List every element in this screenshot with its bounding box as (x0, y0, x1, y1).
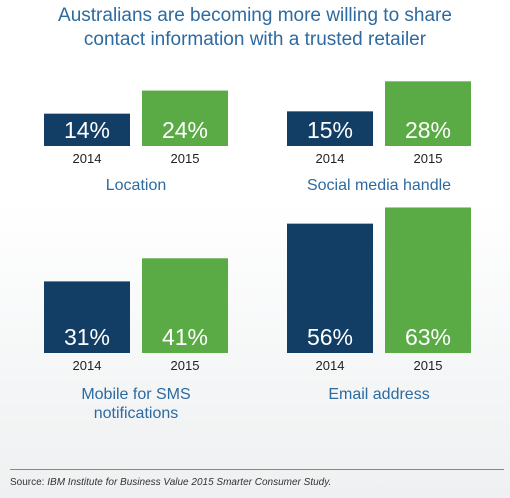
data-label: 31% (64, 324, 110, 350)
bar-2015 (385, 207, 471, 353)
data-label: 41% (162, 324, 208, 350)
year-label: 2014 (73, 358, 102, 373)
year-label: 2014 (316, 358, 345, 373)
data-label: 56% (307, 324, 353, 350)
year-label: 2015 (171, 358, 200, 373)
data-label: 28% (405, 117, 451, 143)
year-label: 2014 (73, 151, 102, 166)
year-label: 2014 (316, 151, 345, 166)
panel-title: Social media handle (307, 177, 451, 194)
chart-title: Australians are becoming more willing to… (0, 4, 510, 52)
chart-panel-4: 56% 2014 63% 2015 Email address (287, 207, 471, 403)
data-label: 15% (307, 117, 353, 143)
data-label: 24% (162, 117, 208, 143)
bar-2014 (287, 223, 373, 353)
year-label: 2015 (414, 151, 443, 166)
bar-2015 (142, 90, 228, 146)
bar-2014 (287, 111, 373, 146)
data-label: 14% (64, 117, 110, 143)
chart-title-line-2: contact information with a trusted retai… (83, 29, 427, 50)
chart-panel-3: 31% 2014 41% 2015 Mobile for SMS notification… (44, 258, 228, 422)
chart-panel-1: 14% 2014 24% 2015 Location (44, 90, 228, 194)
source-note: Source: IBM Institute for Business Value… (10, 477, 331, 488)
chart-panel-2: 15% 2014 28% 2015 Social media handle (287, 81, 471, 194)
panel-title: notifications (94, 405, 179, 422)
data-label: 63% (405, 324, 451, 350)
year-label: 2015 (171, 151, 200, 166)
source-text: IBM Institute for Business Value 2015 Sm… (47, 477, 332, 488)
bar-2014 (44, 113, 130, 146)
chart-title-line-1: Australians are becoming more willing to… (58, 5, 452, 26)
bar-2014 (44, 281, 130, 353)
source-label: Source: (10, 477, 45, 488)
panel-title: Email address (328, 386, 429, 403)
year-label: 2015 (414, 358, 443, 373)
source-divider (10, 469, 504, 470)
bar-2015 (385, 81, 471, 146)
panel-title: Location (106, 177, 167, 194)
bar-2015 (142, 258, 228, 353)
panel-title: Mobile for SMS (81, 386, 190, 403)
